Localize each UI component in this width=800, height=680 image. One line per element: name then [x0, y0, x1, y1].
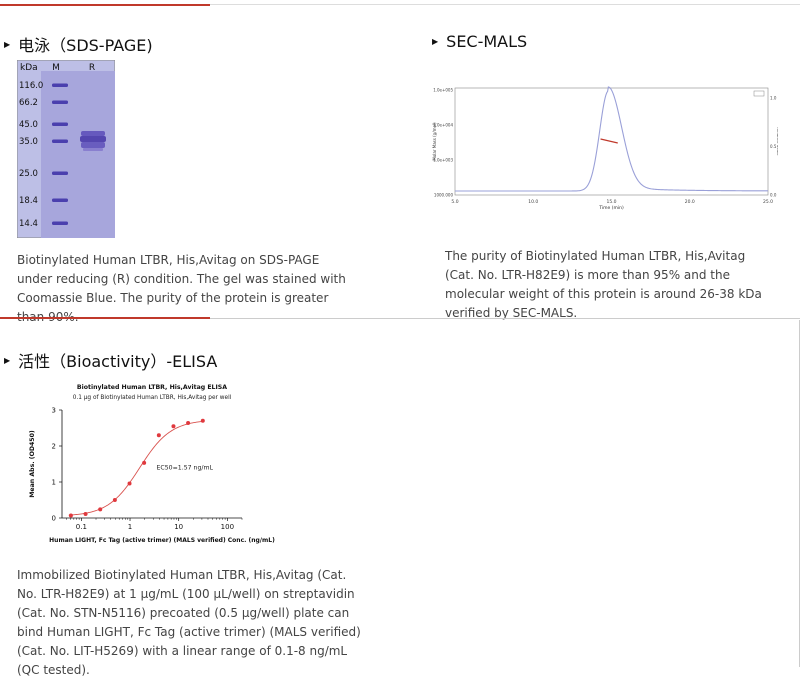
elisa-caption: Immobilized Biotinylated Human LTBR, His… [17, 568, 361, 677]
secmals-molar-mass-trace [600, 138, 618, 144]
secmals-x-tick: 20.0 [685, 199, 695, 205]
triangle-bullet-icon: ▶ [432, 37, 439, 46]
elisa-data-point [98, 507, 103, 512]
elisa-ec50-annotation: EC50=1.57 ng/mL [157, 464, 214, 471]
top-divider [0, 4, 800, 6]
secmals-y-label: Molar Mass (g/mol) [432, 122, 437, 161]
gel-marker-band [52, 100, 68, 104]
elisa-x-tick: 10 [174, 523, 183, 531]
sds-section-title: ▶ 电泳（SDS-PAGE) [4, 36, 153, 55]
gel-lane-m-label: M [52, 63, 60, 73]
secmals-y-tick: 1.0e+005 [433, 88, 453, 93]
secmals-x-tick: 10.0 [528, 199, 538, 205]
elisa-y-tick: 1 [52, 479, 56, 487]
elisa-y-tick: 0 [52, 515, 56, 523]
secmals-x-tick: 25.0 [763, 199, 773, 205]
secmals-x-tick: 15.0 [606, 199, 616, 205]
elisa-data-point [112, 498, 117, 502]
elisa-data-point [186, 420, 191, 425]
elisa-x-label: Human LIGHT, Fc Tag (active trimer) (MAL… [49, 537, 275, 544]
gel-kda-label: kDa [20, 63, 38, 73]
elisa-data-point [142, 460, 147, 465]
gel-marker-label: 14.4 [19, 219, 38, 229]
secmals-y2-label: Relative Scale [776, 127, 778, 156]
elisa-data-point [200, 418, 205, 423]
secmals-y-tick: 1.0e+004 [433, 123, 453, 128]
triangle-bullet-icon: ▶ [4, 39, 11, 49]
elisa-chart-title: Biotinylated Human LTBR, His,Avitag ELIS… [77, 384, 227, 391]
gel-marker-band [52, 221, 68, 225]
elisa-y-tick: 2 [52, 443, 56, 451]
elisa-x-tick: 1 [128, 523, 132, 531]
secmals-legend [753, 90, 765, 97]
gel-marker-band [52, 171, 68, 175]
elisa-y-tick: 3 [52, 407, 56, 415]
elisa-data-point [156, 433, 161, 438]
gel-marker-band [52, 83, 68, 87]
gel-marker-band [52, 198, 68, 202]
gel-marker-label: 25.0 [19, 169, 38, 179]
gel-lane-r-label: R [89, 63, 95, 73]
secmals-x-label: Time (min) [598, 205, 624, 210]
secmals-y-tick: 1.0e+003 [433, 158, 453, 163]
elisa-x-tick: 0.1 [76, 523, 87, 531]
gel-marker-label: 18.4 [19, 196, 38, 206]
sds-caption: Biotinylated Human LTBR, His,Avitag on S… [17, 253, 346, 324]
secmals-uv-trace [455, 86, 769, 192]
gel-marker-band [52, 122, 68, 126]
secmals-y2-tick: 1.0 [770, 96, 777, 101]
sds-gel-image: kDa M R 116.0 66.2 45.0 35.0 25.0 18.4 14.4 [17, 60, 115, 238]
secmals-y2-tick: 0.0 [770, 193, 777, 198]
gel-marker-label: 66.2 [19, 98, 38, 108]
elisa-chart: Biotinylated Human LTBR, His,Avitag ELIS… [29, 384, 275, 544]
secmals-y-tick: 1000.000 [434, 193, 454, 198]
elisa-data-point [127, 481, 132, 486]
gel-marker-band [52, 139, 68, 143]
elisa-chart-subtitle: 0.1 μg of Biotinylated Human LTBR, His,A… [73, 395, 232, 401]
elisa-x-tick: 100 [221, 523, 234, 531]
triangle-bullet-icon: ▶ [4, 355, 11, 365]
secmals-chart: 5.0 10.0 15.0 20.0 25.0 1.0e+005 1.0e+004 1.0e+… [432, 86, 778, 210]
malls-section-title: ▶ SEC-MALS [432, 32, 528, 51]
secmals-y2-tick: 0.5 [770, 144, 777, 149]
malls-caption: The purity of Biotinylated Human LTBR, H… [445, 249, 762, 320]
elisa-data-point [171, 424, 176, 429]
elisa-fit-curve [68, 420, 204, 516]
gel-marker-label: 35.0 [19, 137, 38, 147]
elisa-data-point [68, 513, 73, 518]
elisa-y-label: Mean Abs. (OD450) [29, 430, 36, 498]
elisa-section-title: ▶ 活性（Bioactivity）-ELISA [4, 352, 218, 371]
gel-marker-label: 116.0 [19, 81, 43, 91]
middle-divider [0, 317, 800, 319]
gel-marker-label: 45.0 [19, 120, 38, 130]
elisa-data-point [83, 512, 88, 517]
secmals-x-tick: 5.0 [451, 199, 458, 205]
gel-sample-band [80, 131, 106, 151]
